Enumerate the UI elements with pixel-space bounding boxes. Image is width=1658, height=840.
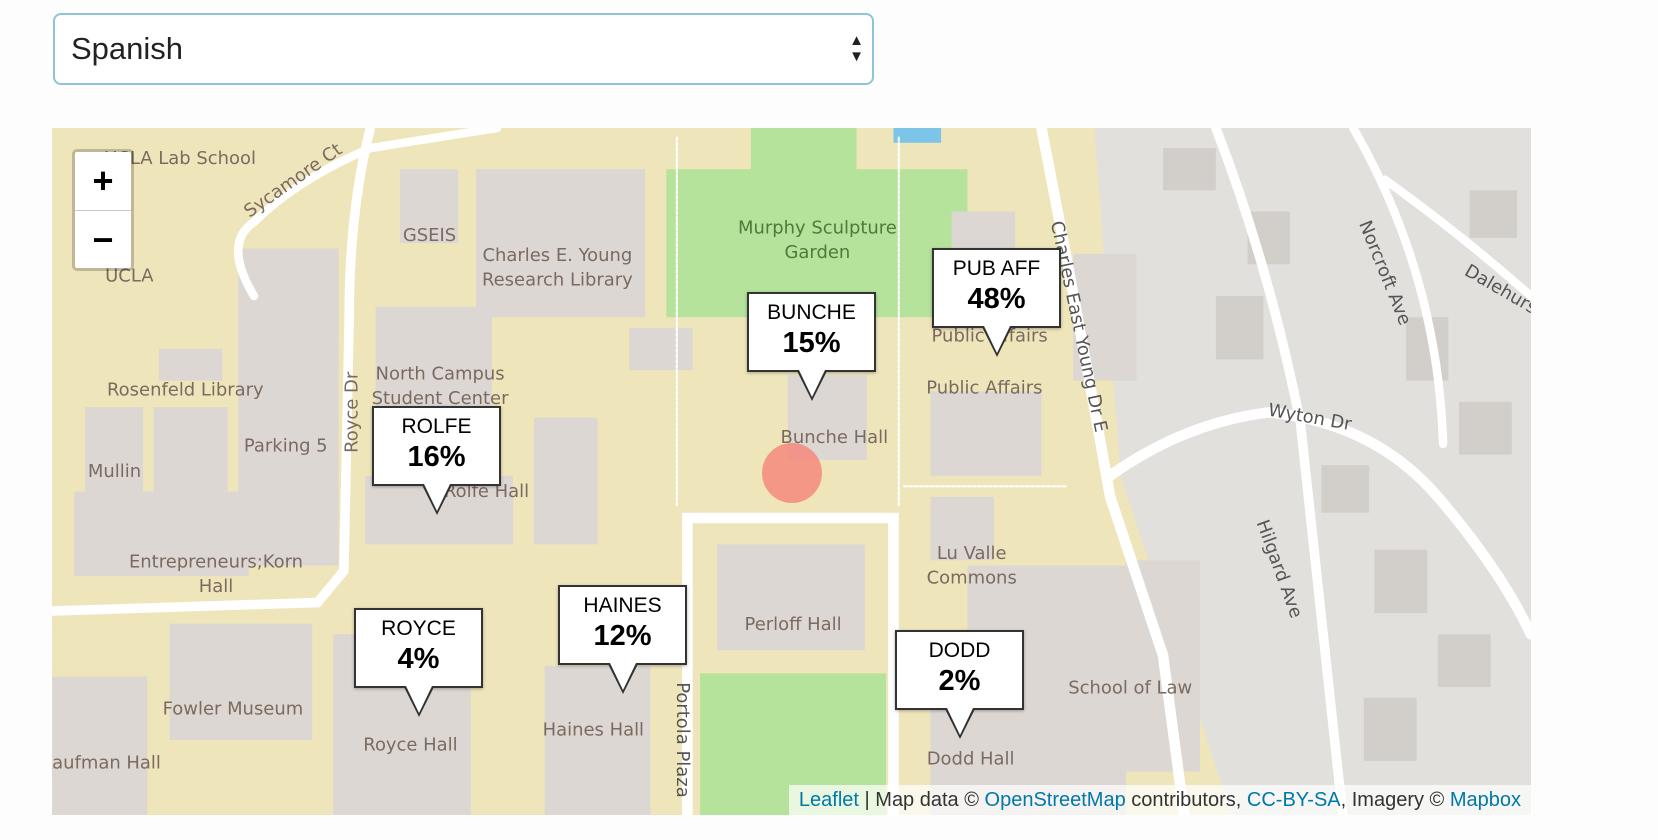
osm-link[interactable]: OpenStreetMap xyxy=(984,789,1126,811)
label-ucla: UCLA xyxy=(105,265,154,286)
marker-percent: 48% xyxy=(967,283,1026,315)
label-korn-2: Hall xyxy=(199,576,233,597)
label-kaufman-hall: Kaufman Hall xyxy=(52,752,161,773)
attribution-text: | Map data © xyxy=(858,789,985,811)
label-dodd-hall: Dodd Hall xyxy=(927,748,1015,769)
leaflet-link[interactable]: Leaflet xyxy=(798,789,859,811)
highlight-circle[interactable] xyxy=(762,443,822,503)
label-library-1: Charles E. Young xyxy=(482,245,632,266)
label-north-campus-2: Student Center xyxy=(372,388,509,409)
marker-name: ROYCE xyxy=(381,617,456,640)
marker-percent: 4% xyxy=(397,643,440,675)
marker-name: ROLFE xyxy=(401,415,472,438)
label-mullin: Mullin xyxy=(88,461,141,482)
label-murphy-2: Garden xyxy=(784,242,850,263)
marker-haines[interactable]: HAINES 12% xyxy=(558,585,687,694)
label-parking-5: Parking 5 xyxy=(244,435,328,456)
marker-rolfe[interactable]: ROLFE 16% xyxy=(372,406,501,515)
zoom-in-button[interactable]: + xyxy=(75,152,131,211)
map[interactable]: UCLA Lab School Sycamore Ct GSEIS Charle… xyxy=(52,128,1531,815)
label-school-of-law: School of Law xyxy=(1068,677,1192,698)
select-arrows-icon: ▲ ▼ xyxy=(849,32,864,65)
label-rosenfeld: Rosenfeld Library xyxy=(107,379,264,400)
label-royce-hall: Royce Hall xyxy=(363,735,457,756)
label-portola-plaza: Portola Plaza xyxy=(672,682,693,798)
marker-name: BUNCHE xyxy=(767,301,856,324)
language-select-value: Spanish xyxy=(71,31,184,66)
label-fowler: Fowler Museum xyxy=(163,699,304,720)
label-korn-1: Entrepreneurs;Korn xyxy=(129,552,303,573)
marker-name: DODD xyxy=(928,639,991,662)
marker-pub-aff[interactable]: PUB AFF 48% xyxy=(932,248,1061,357)
label-perloff: Perloff Hall xyxy=(745,614,842,635)
marker-royce[interactable]: ROYCE 4% xyxy=(354,608,483,717)
marker-percent: 2% xyxy=(938,665,981,697)
label-north-campus-1: North Campus xyxy=(376,364,505,385)
marker-percent: 15% xyxy=(782,327,841,359)
mapbox-link[interactable]: Mapbox xyxy=(1449,789,1521,811)
label-lab-school: UCLA Lab School xyxy=(104,148,256,169)
attribution-text: , Imagery © xyxy=(1340,789,1450,811)
label-gseis: GSEIS xyxy=(403,225,456,246)
attribution-text: contributors, xyxy=(1125,789,1247,811)
marker-percent: 16% xyxy=(407,441,466,473)
marker-dodd[interactable]: DODD 2% xyxy=(895,630,1024,739)
language-select[interactable]: Spanish ▲ ▼ xyxy=(53,13,874,85)
license-link[interactable]: CC-BY-SA xyxy=(1246,789,1341,811)
map-attribution: Leaflet | Map data © OpenStreetMap contr… xyxy=(788,785,1531,815)
label-public-affairs-2: Public Affairs xyxy=(926,377,1042,398)
zoom-control: + − xyxy=(72,149,134,271)
marker-bunche[interactable]: BUNCHE 15% xyxy=(747,292,876,401)
label-royce-dr: Royce Dr xyxy=(342,371,363,453)
marker-percent: 12% xyxy=(593,620,652,652)
marker-name: PUB AFF xyxy=(952,257,1041,280)
label-haines-hall: Haines Hall xyxy=(543,720,644,741)
zoom-out-button[interactable]: − xyxy=(92,219,114,260)
label-murphy-1: Murphy Sculpture xyxy=(738,218,897,239)
marker-name: HAINES xyxy=(583,594,662,617)
label-rolfe: Rolfe Hall xyxy=(444,481,529,502)
label-lu-valle-2: Commons xyxy=(927,568,1017,589)
label-library-2: Research Library xyxy=(482,269,633,290)
label-lu-valle-1: Lu Valle xyxy=(937,543,1007,564)
label-bunche-hall: Bunche Hall xyxy=(781,427,889,448)
